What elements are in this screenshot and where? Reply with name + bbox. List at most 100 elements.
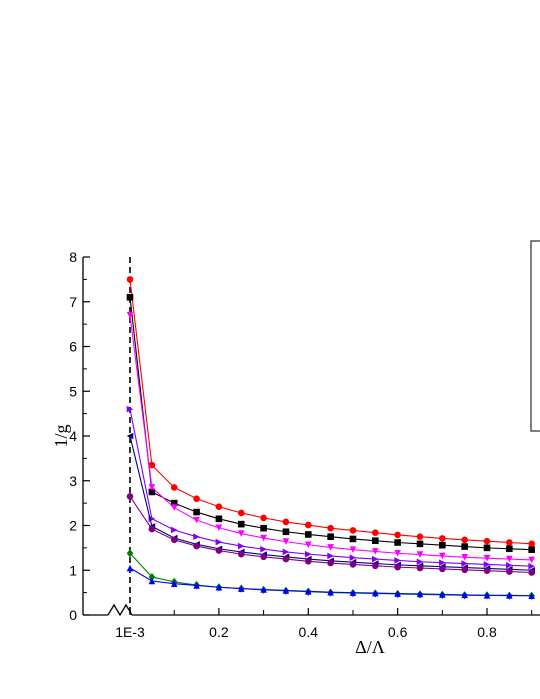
data-point bbox=[528, 540, 535, 548]
data-point bbox=[483, 554, 491, 562]
x-tick-label: 1E-3 bbox=[115, 624, 145, 640]
data-point bbox=[260, 586, 267, 593]
data-point bbox=[260, 545, 267, 553]
data-point bbox=[215, 515, 223, 523]
data-point bbox=[461, 553, 468, 561]
series-5 bbox=[126, 432, 535, 574]
x-tick-label: 0.6 bbox=[388, 624, 408, 640]
data-point bbox=[282, 528, 290, 536]
data-point bbox=[148, 484, 156, 491]
y-tick-label: 0 bbox=[69, 607, 77, 623]
data-point bbox=[416, 558, 424, 566]
data-point bbox=[528, 569, 535, 576]
data-point bbox=[215, 524, 223, 532]
data-point bbox=[528, 546, 535, 553]
data-point bbox=[304, 531, 312, 538]
data-point bbox=[349, 527, 357, 534]
data-point bbox=[215, 547, 223, 554]
data-point bbox=[170, 580, 178, 587]
data-point bbox=[416, 551, 424, 558]
data-point bbox=[439, 541, 446, 549]
data-point bbox=[506, 592, 513, 599]
data-point bbox=[282, 587, 290, 594]
y-tick-label: 6 bbox=[69, 339, 77, 355]
data-point bbox=[126, 293, 134, 301]
data-point bbox=[416, 590, 424, 598]
data-point bbox=[193, 533, 200, 540]
data-point bbox=[148, 488, 156, 496]
series-4 bbox=[126, 405, 535, 570]
x-axis-break-mark bbox=[107, 603, 133, 617]
data-point bbox=[461, 566, 468, 574]
data-point bbox=[483, 537, 491, 545]
y-tick-label: 5 bbox=[69, 383, 77, 399]
data-point bbox=[237, 585, 245, 592]
data-point bbox=[394, 590, 401, 597]
data-point bbox=[371, 529, 379, 536]
data-point bbox=[170, 484, 178, 491]
data-point bbox=[282, 538, 290, 545]
data-point bbox=[528, 562, 535, 570]
data-point bbox=[327, 588, 334, 596]
data-point bbox=[461, 543, 468, 550]
data-point bbox=[371, 562, 379, 570]
data-point bbox=[237, 520, 245, 528]
data-point bbox=[282, 548, 290, 556]
data-point bbox=[304, 550, 312, 558]
data-point bbox=[439, 591, 446, 598]
data-point bbox=[483, 561, 491, 568]
y-tick-label: 7 bbox=[69, 294, 77, 310]
data-point bbox=[483, 592, 491, 599]
y-axis-title: 1/g bbox=[51, 424, 71, 447]
data-point bbox=[193, 508, 200, 516]
data-point bbox=[215, 538, 223, 546]
y-tick-label: 8 bbox=[69, 249, 77, 265]
data-point bbox=[394, 557, 401, 564]
data-point bbox=[349, 546, 357, 553]
data-point bbox=[170, 526, 178, 534]
data-point bbox=[506, 562, 513, 569]
data-point bbox=[126, 311, 134, 319]
data-point bbox=[215, 503, 223, 511]
data-point bbox=[461, 536, 468, 544]
x-tick-label: 0.4 bbox=[299, 624, 319, 640]
data-point bbox=[528, 592, 535, 600]
y-tick-label: 2 bbox=[69, 518, 77, 534]
data-point bbox=[237, 550, 245, 558]
data-point bbox=[506, 539, 513, 546]
data-point bbox=[327, 559, 334, 567]
legend-box bbox=[530, 240, 540, 432]
data-point bbox=[394, 549, 401, 557]
series-line bbox=[129, 297, 532, 551]
data-point bbox=[170, 504, 178, 511]
data-point bbox=[371, 537, 379, 545]
data-point bbox=[126, 564, 134, 572]
data-point bbox=[349, 589, 357, 596]
data-point bbox=[148, 572, 156, 582]
data-point bbox=[439, 535, 446, 542]
data-point bbox=[416, 564, 424, 572]
data-point bbox=[193, 516, 200, 524]
data-point bbox=[237, 542, 245, 550]
data-point bbox=[394, 539, 401, 546]
series-6 bbox=[126, 493, 535, 576]
data-point bbox=[282, 555, 290, 563]
data-point bbox=[282, 518, 290, 526]
data-point bbox=[237, 530, 245, 537]
data-point bbox=[170, 536, 178, 544]
data-point bbox=[148, 577, 156, 585]
data-point bbox=[126, 549, 134, 558]
data-point bbox=[327, 552, 334, 560]
y-tick-label: 3 bbox=[69, 473, 77, 489]
data-point bbox=[193, 542, 200, 550]
data-point bbox=[237, 509, 245, 517]
data-point bbox=[327, 544, 334, 551]
data-point bbox=[439, 552, 446, 560]
data-point bbox=[304, 587, 312, 595]
data-point bbox=[506, 545, 513, 553]
series-8 bbox=[126, 564, 535, 600]
data-point bbox=[349, 554, 357, 562]
data-point bbox=[260, 514, 267, 522]
data-point bbox=[304, 558, 312, 565]
data-point bbox=[170, 499, 178, 507]
